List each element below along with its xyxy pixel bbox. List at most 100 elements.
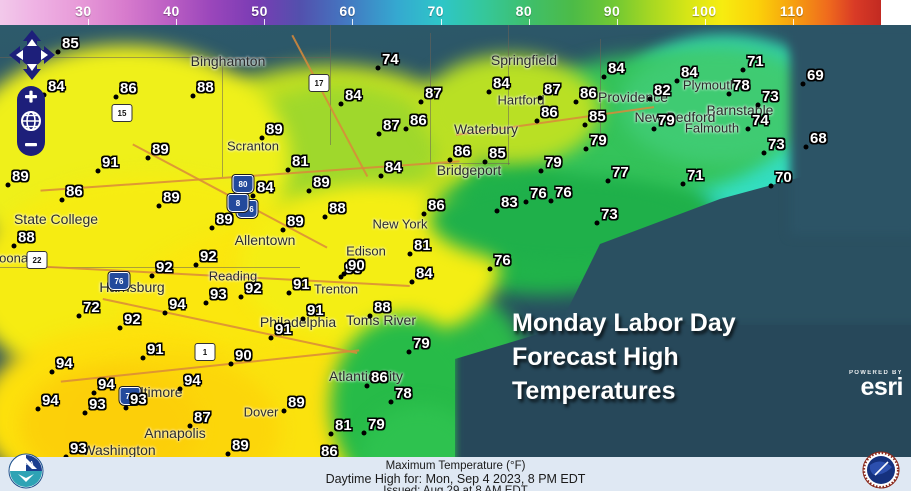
color-scale-tick-70: 70 xyxy=(427,3,445,19)
station-temperature-value: 94 xyxy=(184,372,201,389)
station-dot xyxy=(338,101,344,107)
station-dot xyxy=(745,126,751,132)
color-scale-end-cap xyxy=(881,0,911,25)
station-temperature-value: 94 xyxy=(98,376,115,393)
station-dot xyxy=(680,181,686,187)
highway-shield-76: 76 xyxy=(119,387,141,405)
state-border xyxy=(430,163,510,164)
station-temperature-value: 93 xyxy=(70,440,87,457)
station-temperature-value: 91 xyxy=(307,302,324,319)
station-dot xyxy=(447,157,453,163)
station-dot xyxy=(523,199,529,205)
color-scale-tick-60: 60 xyxy=(339,3,356,19)
station-dot xyxy=(403,126,409,132)
station-dot xyxy=(209,225,215,231)
state-border xyxy=(0,267,300,268)
station-temperature-value: 84 xyxy=(257,179,274,196)
globe-icon xyxy=(21,111,41,131)
station-temperature-value: 87 xyxy=(544,81,561,98)
station-temperature-value: 78 xyxy=(733,77,750,94)
station-temperature-value: 88 xyxy=(329,200,346,217)
station-temperature-value: 81 xyxy=(335,417,352,434)
station-dot xyxy=(573,99,579,105)
footer-bar xyxy=(0,457,911,491)
station-temperature-value: 79 xyxy=(368,416,385,433)
station-temperature-value: 93 xyxy=(130,391,147,408)
svg-text:NOAA: NOAA xyxy=(19,461,34,467)
station-temperature-value: 82 xyxy=(654,82,671,99)
station-dot xyxy=(768,183,774,189)
state-border xyxy=(508,25,509,165)
station-temperature-value: 81 xyxy=(292,153,309,170)
state-border xyxy=(330,25,331,145)
highway-shield-15: 15 xyxy=(111,104,133,122)
station-dot xyxy=(537,95,543,101)
station-temperature-value: 87 xyxy=(383,117,400,134)
station-dot xyxy=(228,361,234,367)
headline-line-3: Temperatures xyxy=(512,377,676,405)
map-caption: Maximum Temperature (°F) Daytime High fo… xyxy=(0,457,911,491)
station-dot xyxy=(341,271,347,277)
station-temperature-value: 90 xyxy=(345,260,362,277)
station-dot xyxy=(583,146,589,152)
station-dot xyxy=(647,96,653,102)
color-scale-tickmark xyxy=(88,19,90,25)
station-dot xyxy=(82,410,88,416)
station-temperature-value: 86 xyxy=(371,369,388,386)
esri-attribution: POWERED BY esri xyxy=(849,370,904,400)
zoom-control[interactable] xyxy=(14,85,48,157)
station-temperature-value: 89 xyxy=(232,437,249,454)
station-temperature-value: 83 xyxy=(501,194,518,211)
station-temperature-value: 79 xyxy=(413,335,430,352)
station-temperature-value: 91 xyxy=(102,154,119,171)
station-temperature-value: 81 xyxy=(414,237,431,254)
color-scale-tick-90: 90 xyxy=(603,3,621,19)
color-scale-tickmark xyxy=(704,19,706,25)
station-temperature-value: 71 xyxy=(687,167,704,184)
station-temperature-value: 87 xyxy=(425,85,442,102)
station-dot xyxy=(193,262,199,268)
station-temperature-value: 92 xyxy=(245,280,262,297)
station-temperature-value: 74 xyxy=(752,112,769,129)
station-dot xyxy=(49,369,55,375)
station-dot xyxy=(250,193,256,199)
station-temperature-value: 69 xyxy=(807,67,824,84)
state-border xyxy=(222,57,223,177)
station-dot xyxy=(55,49,61,55)
station-dot xyxy=(322,214,328,220)
national-weather-service-logo xyxy=(861,451,901,490)
station-temperature-value: 89 xyxy=(287,213,304,230)
station-dot xyxy=(338,274,344,280)
forecast-map[interactable]: Binghamton Springfield Hartford Providence P… xyxy=(0,25,911,457)
station-dot xyxy=(594,220,600,226)
color-scale-tick-100: 100 xyxy=(691,3,717,19)
station-dot xyxy=(190,93,196,99)
station-temperature-value: 89 xyxy=(266,121,283,138)
station-temperature-value: 84 xyxy=(681,64,698,81)
station-temperature-value: 88 xyxy=(374,299,391,316)
station-dot xyxy=(187,423,193,429)
station-dot xyxy=(177,386,183,392)
station-temperature-value: 94 xyxy=(56,355,73,372)
station-dot xyxy=(11,243,17,249)
color-scale-tickmark xyxy=(528,19,530,25)
pan-control[interactable] xyxy=(8,29,56,81)
station-temperature-value: 92 xyxy=(156,259,173,276)
station-temperature-value: 89 xyxy=(313,174,330,191)
station-dot xyxy=(203,300,209,306)
station-temperature-value: 91 xyxy=(147,341,164,358)
headline-line-1: Monday Labor Day xyxy=(512,309,736,337)
station-temperature-value: 85 xyxy=(589,108,606,125)
station-temperature-value: 93 xyxy=(89,396,106,413)
station-dot xyxy=(123,405,129,411)
station-dot xyxy=(582,122,588,128)
color-scale-tick-30: 30 xyxy=(75,3,92,19)
station-dot xyxy=(156,203,162,209)
station-dot xyxy=(280,227,286,233)
station-dot xyxy=(376,131,382,137)
station-dot xyxy=(364,383,370,389)
color-scale-tick-110: 110 xyxy=(779,3,804,19)
temperature-field xyxy=(0,25,911,457)
station-temperature-value: 79 xyxy=(658,112,675,129)
